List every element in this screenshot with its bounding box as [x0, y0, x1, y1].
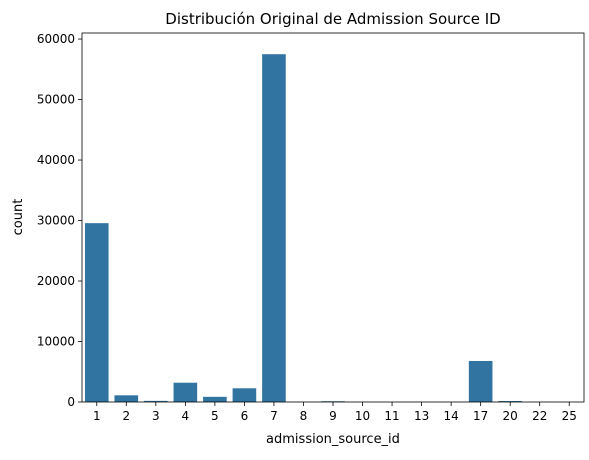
x-tick-label-6: 6 [241, 409, 249, 423]
x-axis-label: admission_source_id [266, 432, 400, 447]
y-axis-label: count [11, 199, 26, 236]
bar-1 [85, 223, 109, 402]
y-axis: 0 10000 20000 30000 40000 50000 60000 [37, 32, 82, 409]
x-tick-label-22: 22 [532, 409, 547, 423]
y-tick-label-0: 0 [67, 395, 75, 409]
x-tick-label-7: 7 [270, 409, 278, 423]
bar-2 [114, 395, 138, 402]
y-tick-label-30000: 30000 [37, 214, 75, 228]
bar-4 [174, 383, 198, 402]
x-tick-label-17: 17 [473, 409, 488, 423]
x-tick-label-25: 25 [562, 409, 577, 423]
x-tick-label-5: 5 [211, 409, 219, 423]
x-tick-label-9: 9 [329, 409, 337, 423]
bar-7 [262, 54, 286, 402]
plot-frame [82, 33, 584, 402]
x-tick-label-10: 10 [355, 409, 370, 423]
bar-5 [203, 397, 227, 402]
y-tick-label-20000: 20000 [37, 274, 75, 288]
x-tick-label-13: 13 [414, 409, 429, 423]
y-tick-label-10000: 10000 [37, 335, 75, 349]
x-tick-label-4: 4 [182, 409, 190, 423]
x-tick-label-1: 1 [93, 409, 101, 423]
bar-17 [469, 361, 493, 402]
chart-title: Distribución Original de Admission Sourc… [165, 10, 500, 28]
x-axis: 1 2 3 4 5 6 7 8 9 10 11 13 14 17 20 22 25 [93, 402, 577, 423]
bars [85, 54, 581, 402]
bar-6 [233, 388, 257, 402]
x-tick-label-8: 8 [300, 409, 308, 423]
x-tick-label-2: 2 [122, 409, 130, 423]
x-tick-label-14: 14 [443, 409, 458, 423]
x-tick-label-11: 11 [384, 409, 399, 423]
x-tick-label-20: 20 [503, 409, 518, 423]
y-tick-label-50000: 50000 [37, 93, 75, 107]
y-tick-label-40000: 40000 [37, 153, 75, 167]
y-tick-label-60000: 60000 [37, 32, 75, 46]
x-tick-label-3: 3 [152, 409, 160, 423]
